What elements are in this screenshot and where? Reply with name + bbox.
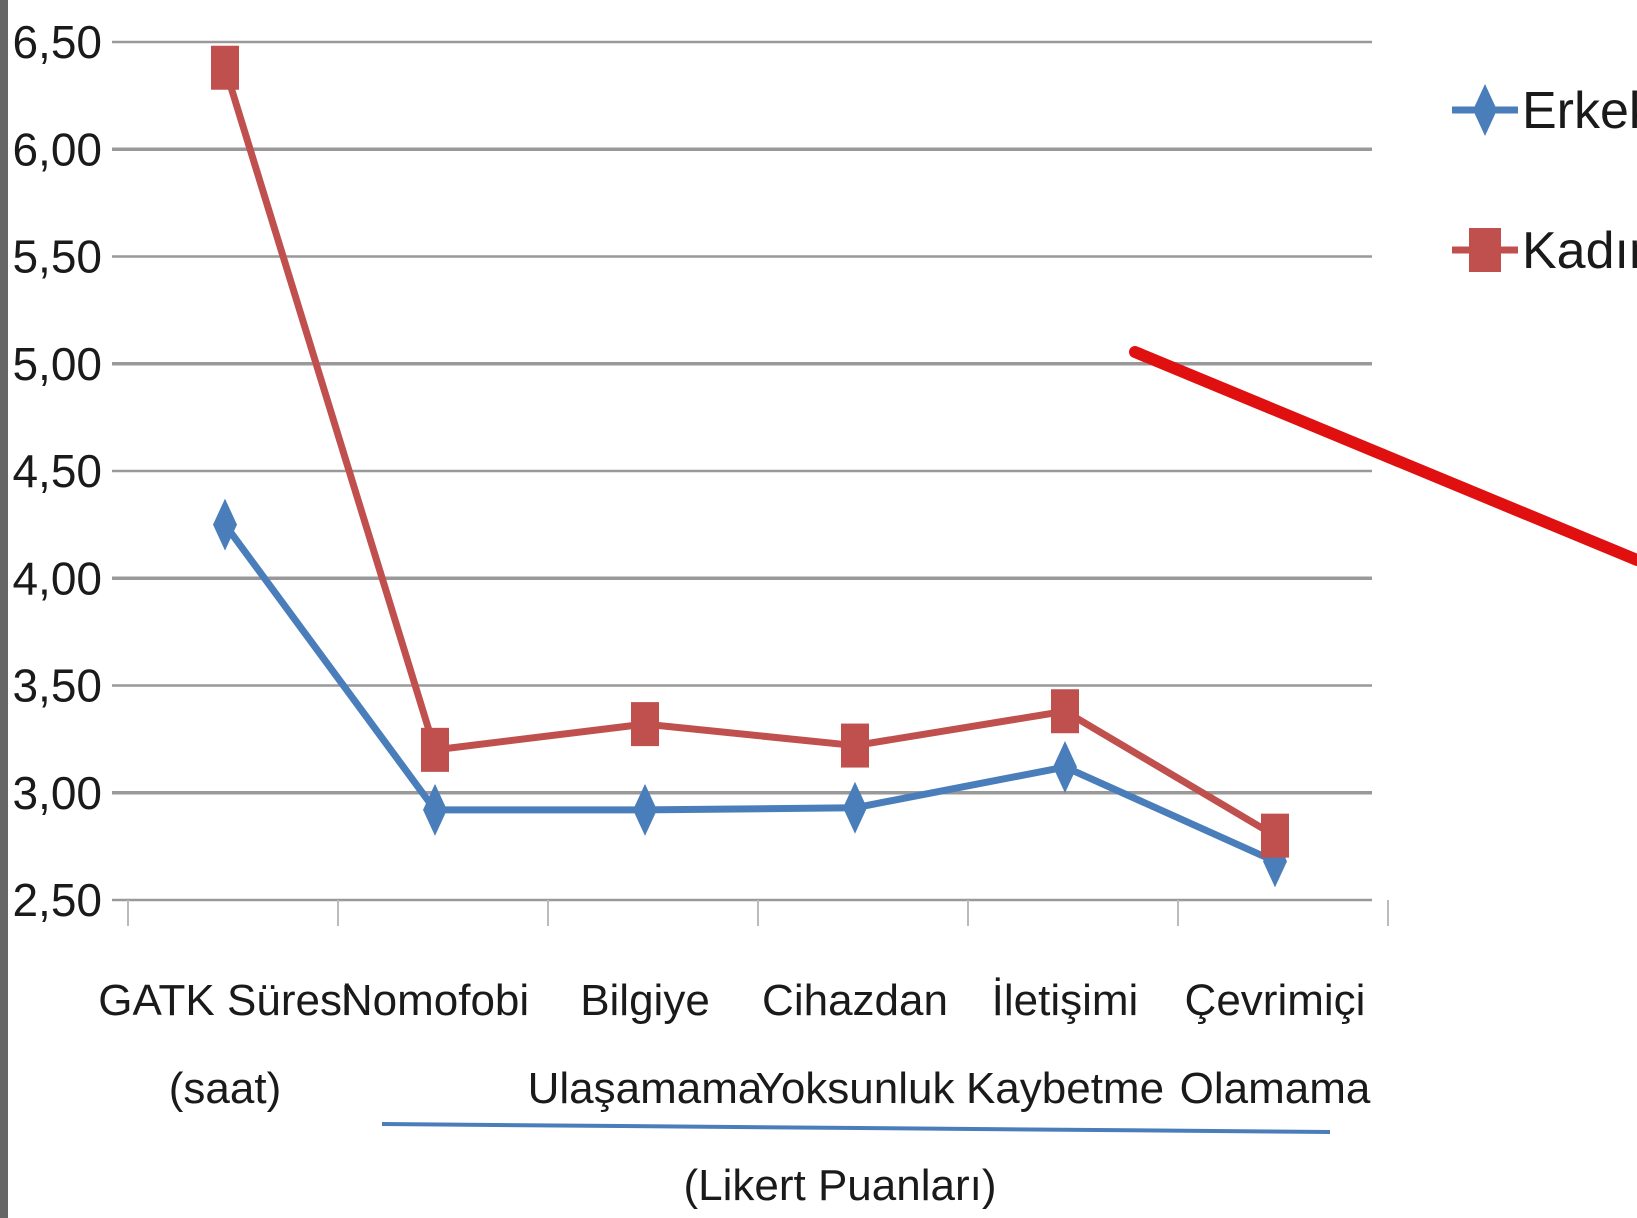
x-tick-label: Ulaşamama xyxy=(528,1064,763,1113)
legend: Erkek Kadın xyxy=(1452,82,1637,280)
x-tick-label: Çevrimiçi xyxy=(1185,976,1366,1025)
series-layer xyxy=(211,45,1289,888)
x-tick-label: (saat) xyxy=(169,1064,281,1113)
legend-entry: Erkek xyxy=(1522,82,1637,140)
data-point-diamond xyxy=(213,498,237,551)
data-point-square xyxy=(841,723,869,768)
red-annotation-stroke xyxy=(1129,346,1637,566)
data-point-diamond xyxy=(843,781,867,834)
data-point-square xyxy=(1051,689,1079,734)
data-point-diamond xyxy=(423,783,447,836)
y-tick-label: 4,50 xyxy=(12,445,102,497)
likert-bracket-line xyxy=(381,1122,1331,1134)
data-point-square xyxy=(631,702,659,747)
y-tick-label: 3,50 xyxy=(12,660,102,712)
y-tick-label: 5,50 xyxy=(12,231,102,283)
x-tick-label: GATK Süresi xyxy=(98,976,351,1025)
x-tick-label: Olamama xyxy=(1180,1064,1371,1113)
x-axis: GATK Süresi (saat) Nomofobi Bilgiye Ulaşamam… xyxy=(98,900,1389,1113)
left-frame-border xyxy=(0,0,8,1218)
data-point-diamond xyxy=(633,783,657,836)
y-tick-label: 4,00 xyxy=(12,552,102,604)
x-tick-label: Cihazdan xyxy=(762,976,948,1025)
gridlines xyxy=(112,40,1372,902)
x-tick-label: İletişimi xyxy=(992,976,1139,1025)
data-point-square xyxy=(1261,813,1289,858)
y-tick-label: 6,50 xyxy=(12,16,102,68)
legend-entry: Kadın xyxy=(1522,222,1637,280)
y-axis: 2,50 3,00 3,50 4,00 4,50 5,00 5,50 6,00 6,50 xyxy=(12,16,102,926)
legend-marker-diamond xyxy=(1473,84,1497,136)
x-tick-label: Nomofobi xyxy=(341,976,529,1025)
data-point-square xyxy=(421,727,449,772)
annotations: (Likert Puanları) xyxy=(381,346,1637,1210)
x-tick-label: Yoksunluk xyxy=(756,1064,956,1113)
x-tick-label: Bilgiye xyxy=(580,976,710,1025)
y-tick-label: 3,00 xyxy=(12,767,102,819)
x-tick-label: Kaybetme xyxy=(966,1064,1164,1113)
data-point-diamond xyxy=(1053,741,1077,794)
y-tick-label: 6,00 xyxy=(12,123,102,175)
y-tick-label: 5,00 xyxy=(12,338,102,390)
legend-marker-square xyxy=(1469,228,1501,272)
data-point-square xyxy=(211,45,239,90)
y-tick-label: 2,50 xyxy=(12,874,102,926)
series-line-kadın xyxy=(221,66,1277,839)
series-line-erkek xyxy=(222,522,1277,865)
likert-annotation: (Likert Puanları) xyxy=(683,1161,996,1210)
